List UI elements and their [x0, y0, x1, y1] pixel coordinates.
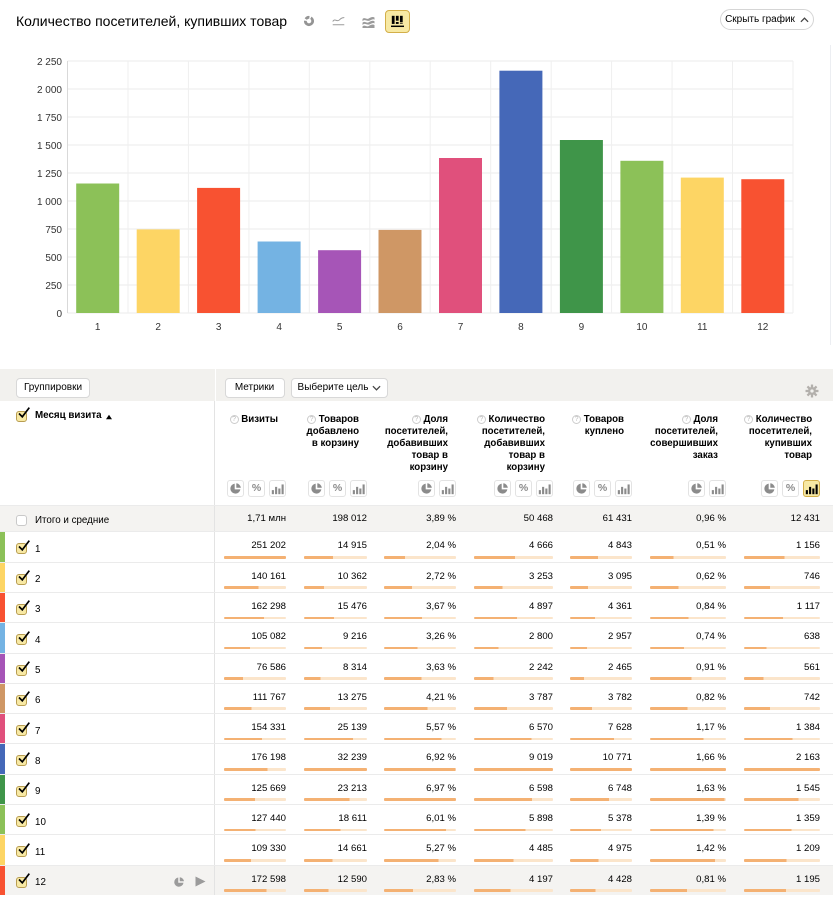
svg-text:2: 2	[155, 322, 161, 333]
svg-text:10: 10	[636, 322, 648, 333]
svg-text:9: 9	[579, 322, 585, 333]
svg-text:11: 11	[697, 322, 708, 333]
svg-text:500: 500	[45, 253, 62, 264]
svg-text:2 000: 2 000	[37, 85, 62, 96]
svg-text:5: 5	[337, 322, 343, 333]
svg-text:1 500: 1 500	[37, 141, 62, 152]
svg-text:7: 7	[458, 322, 464, 333]
svg-text:1 250: 1 250	[37, 169, 62, 180]
svg-text:1 000: 1 000	[37, 197, 62, 208]
svg-text:1 750: 1 750	[37, 113, 62, 124]
svg-text:2 250: 2 250	[37, 57, 62, 68]
svg-text:1: 1	[95, 322, 101, 333]
svg-text:250: 250	[45, 281, 62, 292]
svg-text:6: 6	[397, 322, 403, 333]
svg-text:0: 0	[56, 309, 62, 320]
svg-text:4: 4	[276, 322, 282, 333]
svg-text:3: 3	[216, 322, 222, 333]
svg-text:750: 750	[45, 225, 62, 236]
svg-text:12: 12	[757, 322, 769, 333]
svg-text:8: 8	[518, 322, 524, 333]
